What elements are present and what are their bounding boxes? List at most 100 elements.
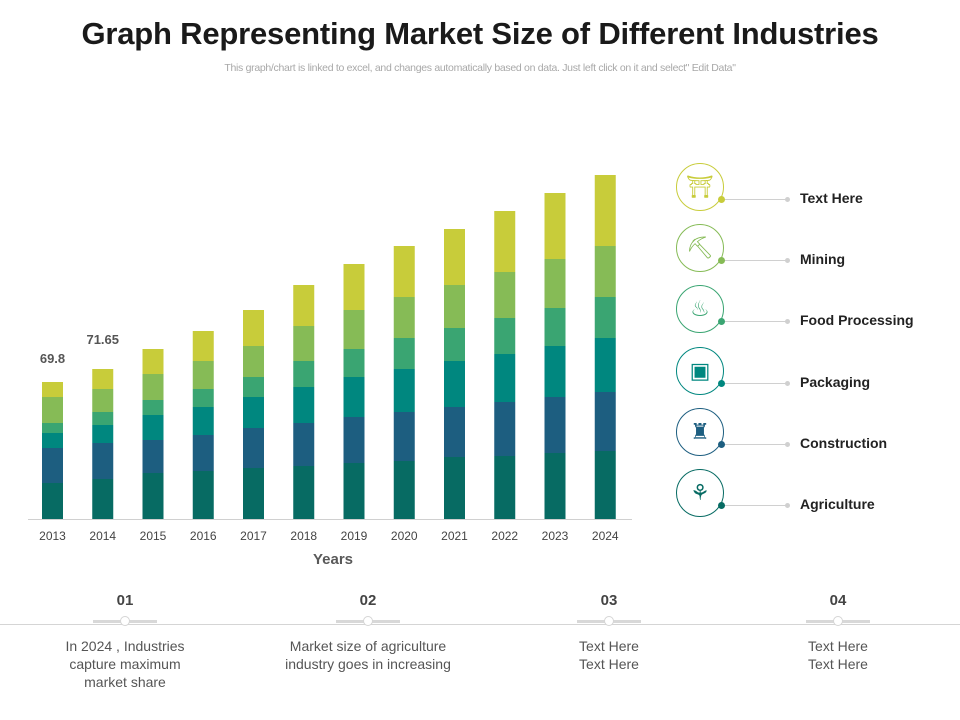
bar-segment-text-here-2023[interactable] — [544, 193, 566, 259]
step-marker — [93, 616, 157, 626]
bar-segment-mining-2019[interactable] — [343, 310, 365, 349]
bar-segment-agriculture-2020[interactable] — [393, 461, 415, 519]
bar-segment-food-processing-2015[interactable] — [142, 400, 164, 415]
bar-segment-mining-2023[interactable] — [544, 259, 566, 308]
bar-segment-food-processing-2021[interactable] — [444, 328, 465, 361]
bar-segment-text-here-2013[interactable] — [42, 382, 63, 397]
bar-segment-agriculture-2014[interactable] — [92, 479, 114, 519]
bar-segment-construction-2023[interactable] — [544, 397, 566, 453]
bar-segment-packaging-2024[interactable] — [594, 338, 616, 392]
bar-segment-food-processing-2023[interactable] — [544, 308, 566, 346]
bar-segment-packaging-2017[interactable] — [243, 397, 264, 428]
bar-segment-agriculture-2021[interactable] — [444, 457, 465, 519]
bar-segment-construction-2017[interactable] — [243, 428, 264, 468]
legend-connector — [722, 321, 788, 323]
bar-segment-agriculture-2023[interactable] — [544, 453, 566, 519]
bar-segment-packaging-2023[interactable] — [544, 346, 566, 397]
legend-item-packaging[interactable]: ▣ Packaging — [670, 346, 950, 407]
step-knob — [604, 616, 614, 626]
bar-segment-mining-2020[interactable] — [393, 297, 415, 338]
legend-connector — [722, 260, 788, 262]
bar-segment-text-here-2017[interactable] — [243, 310, 264, 346]
bar-segment-text-here-2024[interactable] — [594, 175, 616, 246]
bar-segment-agriculture-2015[interactable] — [142, 473, 164, 519]
bar-segment-construction-2015[interactable] — [142, 440, 164, 473]
x-tick-label: 2023 — [542, 529, 569, 543]
bar-segment-food-processing-2016[interactable] — [192, 389, 214, 407]
bar-segment-agriculture-2024[interactable] — [594, 451, 616, 519]
bar-segment-construction-2022[interactable] — [494, 402, 516, 456]
legend-item-mining[interactable]: ⛏ Mining — [670, 224, 950, 284]
bar-segment-food-processing-2022[interactable] — [494, 318, 516, 354]
legend-item-text-here[interactable]: ⛩ Text Here — [670, 163, 950, 223]
bar-segment-construction-2019[interactable] — [343, 417, 365, 463]
cooking-pot-icon: ♨ — [690, 296, 710, 322]
bar-segment-agriculture-2022[interactable] — [494, 456, 516, 519]
bar-segment-food-processing-2013[interactable] — [42, 423, 63, 433]
bar-segment-packaging-2015[interactable] — [142, 415, 164, 440]
bar-segment-packaging-2022[interactable] — [494, 354, 516, 402]
x-tick-label: 2016 — [190, 529, 217, 543]
bar-segment-packaging-2021[interactable] — [444, 361, 465, 407]
bar-segment-construction-2024[interactable] — [594, 392, 616, 451]
legend-item-construction[interactable]: ♜ Construction — [670, 407, 950, 468]
step-number: 01 — [116, 592, 134, 609]
timeline-step-03: 03 Text Here Text Here — [509, 592, 709, 673]
x-tick-label: 2022 — [491, 529, 518, 543]
bar-segment-packaging-2014[interactable] — [92, 425, 114, 443]
bar-segment-agriculture-2019[interactable] — [343, 463, 365, 519]
data-label: 71.65 — [86, 332, 119, 347]
bar-segment-text-here-2021[interactable] — [444, 229, 465, 285]
legend-color-dot — [718, 379, 725, 387]
bar-segment-mining-2013[interactable] — [42, 397, 63, 423]
bar-segment-text-here-2015[interactable] — [142, 349, 164, 374]
bar-segment-construction-2013[interactable] — [42, 448, 63, 483]
bar-segment-mining-2016[interactable] — [192, 361, 214, 389]
legend-item-food-processing[interactable]: ♨ Food Processing — [670, 285, 950, 345]
bar-segment-construction-2021[interactable] — [444, 407, 465, 457]
bar-segment-food-processing-2024[interactable] — [594, 297, 616, 338]
bar-segment-agriculture-2018[interactable] — [293, 466, 315, 519]
legend-connector — [722, 443, 788, 445]
bar-segment-packaging-2019[interactable] — [343, 377, 365, 417]
stacked-bar-chart[interactable]: 2013 2014 2015 2016 2017 2018 2019 2020 2021 2022… — [0, 0, 960, 580]
bar-segment-food-processing-2019[interactable] — [343, 349, 365, 377]
legend-connector-end — [785, 319, 790, 325]
timeline-step-01: 01 In 2024 , Industries capture maximum … — [25, 592, 225, 691]
bar-segment-construction-2018[interactable] — [293, 423, 315, 466]
bar-segment-construction-2014[interactable] — [92, 443, 114, 479]
legend-connector-end — [785, 503, 790, 508]
bar-segment-mining-2018[interactable] — [293, 326, 315, 361]
bar-segment-text-here-2020[interactable] — [393, 246, 415, 297]
bar-segment-text-here-2019[interactable] — [343, 264, 365, 310]
bar-segment-construction-2016[interactable] — [192, 435, 214, 471]
bar-segment-text-here-2018[interactable] — [293, 285, 315, 326]
bar-segment-agriculture-2017[interactable] — [243, 468, 264, 519]
bar-segment-agriculture-2013[interactable] — [42, 483, 63, 519]
bar-segment-food-processing-2017[interactable] — [243, 377, 264, 397]
bar-segment-food-processing-2014[interactable] — [92, 412, 114, 425]
bar-segment-mining-2022[interactable] — [494, 272, 516, 318]
bar-segment-mining-2017[interactable] — [243, 346, 264, 377]
bar-segment-mining-2015[interactable] — [142, 374, 164, 400]
legend-item-agriculture[interactable]: ⚘ Agriculture — [670, 469, 950, 529]
bar-segment-text-here-2016[interactable] — [192, 331, 214, 361]
bar-segment-food-processing-2018[interactable] — [293, 361, 315, 387]
bar-segment-text-here-2022[interactable] — [494, 211, 516, 272]
bar-segment-food-processing-2020[interactable] — [393, 338, 415, 369]
legend-color-dot — [718, 257, 725, 265]
bar-segment-packaging-2020[interactable] — [393, 369, 415, 412]
x-tick-label: 2024 — [592, 529, 619, 543]
step-description: Text Here Text Here — [579, 638, 639, 672]
bar-segment-packaging-2016[interactable] — [192, 407, 214, 435]
legend-connector-end — [785, 197, 790, 202]
legend-circle: ⛩ — [676, 163, 724, 211]
bar-segment-packaging-2013[interactable] — [42, 433, 63, 448]
bar-segment-construction-2020[interactable] — [393, 412, 415, 461]
bar-segment-text-here-2014[interactable] — [92, 369, 114, 389]
bar-segment-mining-2014[interactable] — [92, 389, 114, 412]
bar-segment-agriculture-2016[interactable] — [192, 471, 214, 519]
bar-segment-mining-2021[interactable] — [444, 285, 465, 328]
bar-segment-mining-2024[interactable] — [594, 246, 616, 297]
bar-segment-packaging-2018[interactable] — [293, 387, 315, 423]
